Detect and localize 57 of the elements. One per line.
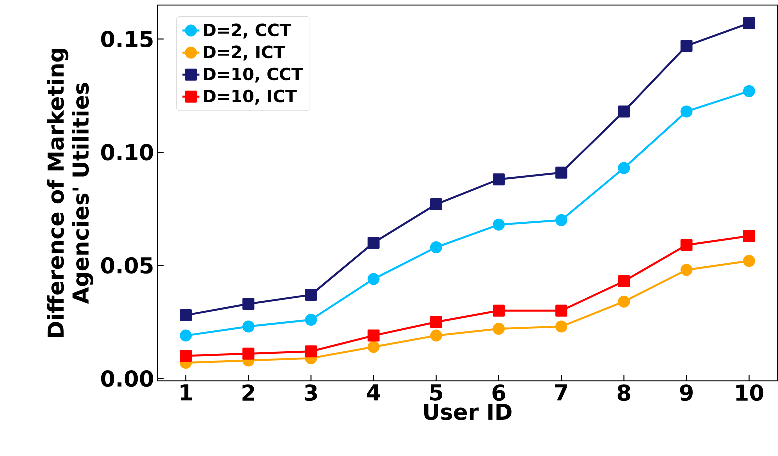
point [493, 304, 505, 317]
point [743, 230, 756, 242]
y-tick-label: 0.05 [101, 257, 153, 274]
point [242, 348, 255, 360]
point [368, 330, 380, 342]
point [556, 320, 568, 333]
point [680, 106, 693, 118]
point [368, 236, 380, 249]
x-tick-label: 8 [618, 384, 630, 402]
point [242, 320, 255, 333]
point [743, 255, 756, 268]
point [743, 85, 756, 98]
point [556, 166, 568, 179]
x-tick-label: 5 [430, 384, 442, 401]
x-tick-label: 2 [242, 384, 254, 401]
x-axis-title: User ID [424, 404, 512, 420]
point [368, 273, 380, 286]
point [242, 298, 255, 310]
y-tick-label: 0.10 [101, 144, 154, 161]
y-tick-label: 0.00 [101, 370, 154, 388]
point [430, 330, 442, 342]
point [743, 17, 756, 30]
x-tick-label: 10 [736, 384, 764, 402]
y-axis-title: Difference of Marketing Agencies' Utilities [47, 49, 94, 338]
legend-label: D=2, ICT [204, 46, 286, 61]
point [305, 346, 318, 358]
x-tick-label: 6 [492, 384, 506, 402]
point [430, 198, 442, 210]
point [180, 330, 192, 342]
point [180, 309, 192, 322]
point [680, 264, 693, 276]
point [305, 289, 318, 302]
point [493, 323, 505, 335]
point [618, 162, 630, 174]
point [493, 218, 505, 231]
point [430, 316, 442, 328]
legend-label: D=10, CCT [204, 68, 304, 83]
x-tick-label: 1 [180, 384, 192, 401]
x-tick-label: 4 [367, 384, 380, 401]
x-tick-label: 7 [555, 384, 568, 401]
y-tick-label: 0.15 [101, 30, 153, 48]
point [430, 242, 442, 254]
point [618, 106, 630, 118]
point [305, 314, 318, 326]
point [556, 214, 568, 226]
point [618, 296, 630, 308]
point [180, 350, 192, 362]
point [680, 239, 693, 252]
x-tick-label: 3 [305, 384, 318, 402]
point [556, 304, 568, 317]
legend-label: D=10, ICT [204, 90, 297, 105]
legend-label: D=2, CCT [204, 24, 292, 39]
x-tick-label: 9 [680, 384, 693, 402]
point [618, 275, 630, 288]
point [680, 40, 693, 52]
point [368, 341, 380, 354]
point [493, 174, 505, 186]
